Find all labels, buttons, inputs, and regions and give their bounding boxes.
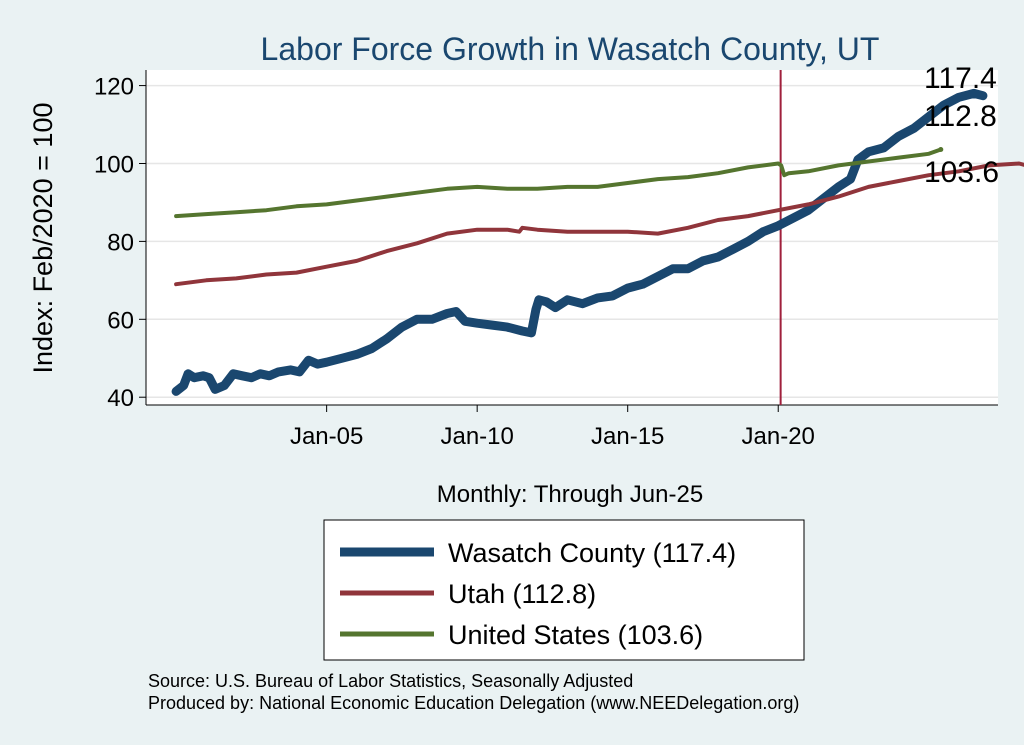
y-tick-label: 120 (94, 74, 134, 101)
legend-label-1: Wasatch County (117.4) (448, 538, 736, 568)
series-lines (171, 88, 1024, 396)
y-tick-label: 80 (107, 229, 134, 256)
y-axis-label: Index: Feb/2020 = 100 (28, 103, 58, 374)
series-line-2 (174, 161, 1024, 287)
y-tick-label: 40 (107, 385, 134, 412)
y-tick-label: 60 (107, 307, 134, 334)
plot-area (146, 70, 998, 405)
produced-by-note: Produced by: National Economic Education… (148, 693, 799, 713)
legend-box (323, 519, 805, 661)
y-tick-label: 100 (94, 151, 134, 178)
legend-label-3: United States (103.6) (448, 620, 703, 650)
source-note: Source: U.S. Bureau of Labor Statistics,… (148, 671, 633, 691)
y-ticks: 40 60 80 100 120 (94, 74, 146, 412)
series-line-3 (174, 147, 943, 219)
series-end-point-3 (938, 146, 944, 152)
series-end-point-1 (980, 93, 986, 99)
chart-title: Labor Force Growth in Wasatch County, UT (261, 31, 880, 67)
x-axis-label: Monthly: Through Jun-25 (437, 481, 703, 508)
series-line-1 (171, 88, 988, 396)
end-label-1: 117.4 (924, 62, 997, 95)
end-label-3: 103.6 (924, 156, 999, 189)
legend-label-2: Utah (112.8) (448, 579, 596, 609)
x-tick-label: Jan-10 (440, 423, 513, 450)
end-label-2: 112.8 (924, 100, 997, 133)
x-ticks: Jan-05 Jan-10 Jan-15 Jan-20 (290, 405, 815, 450)
x-tick-label: Jan-20 (742, 423, 815, 450)
x-tick-label: Jan-15 (591, 423, 664, 450)
x-tick-label: Jan-05 (290, 423, 363, 450)
end-labels: 117.4 112.8 103.6 (924, 62, 999, 189)
legend: Wasatch County (117.4) Utah (112.8) United… (323, 519, 805, 661)
